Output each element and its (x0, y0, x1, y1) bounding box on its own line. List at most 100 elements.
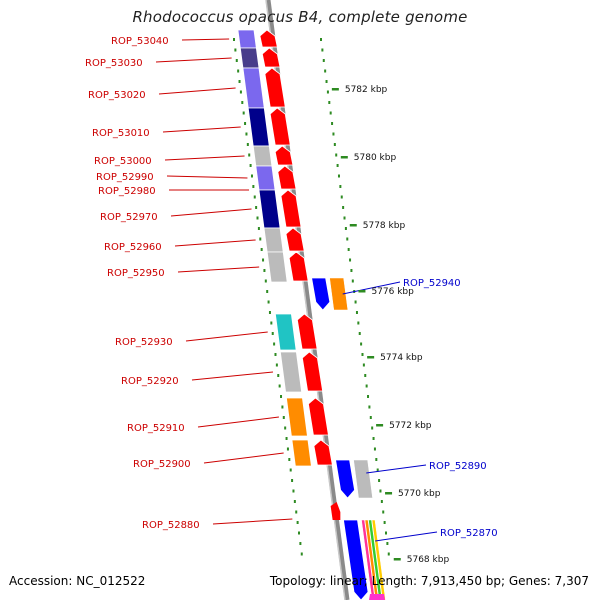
forward-gene-arrow (285, 227, 305, 252)
left-guide-dot (260, 248, 263, 251)
right-guide-dot (349, 258, 352, 262)
left-guide-dot (285, 437, 288, 440)
left-guide-dot (263, 269, 266, 272)
gene-label-rop-52890: ROP_52890 (429, 461, 487, 472)
gene-block-rop-53040 (237, 29, 257, 49)
right-guide-dot (375, 458, 378, 461)
right-guide-dot (332, 132, 335, 136)
gene-label-rop-52950: ROP_52950 (107, 268, 165, 279)
scale-tick (358, 290, 366, 293)
left-guide-dot (291, 479, 294, 482)
right-guide-dot (368, 405, 371, 409)
gene-leader-line (366, 464, 427, 474)
left-guide-dot (250, 174, 253, 178)
scale-tick (393, 558, 401, 561)
right-guide-dot (321, 48, 324, 52)
right-guide-dot (347, 248, 350, 251)
reverse-gene-arrow (343, 519, 369, 600)
forward-gene-arrow (277, 165, 297, 190)
gene-label-rop-53040: ROP_53040 (111, 36, 169, 47)
scale-label-4: 5774 kbp (380, 353, 423, 363)
left-guide-dot (273, 342, 276, 346)
right-guide-dot (378, 479, 381, 482)
left-guide-dot (295, 510, 298, 514)
left-guide-dot (235, 59, 238, 62)
gene-block-rop-52960 (263, 227, 284, 253)
left-guide-dot (233, 38, 236, 41)
left-guide-dot (234, 48, 237, 52)
gene-block-rop-52990 (255, 165, 276, 191)
gene-block-rop-53010 (247, 107, 270, 147)
gene-label-rop-53000: ROP_53000 (94, 156, 152, 167)
left-guide-dot (268, 311, 271, 314)
gene-block-right (361, 519, 376, 600)
forward-gene-arrow (264, 67, 286, 108)
gene-label-rop-52920: ROP_52920 (121, 376, 179, 387)
left-guide-dot (252, 185, 255, 188)
forward-gene-arrow (259, 29, 278, 48)
left-guide-dot (257, 227, 260, 230)
gene-block-rop-52950 (266, 251, 288, 283)
left-guide-dot (253, 195, 256, 199)
left-guide-dot (293, 500, 296, 503)
forward-gene-arrow (269, 107, 291, 146)
left-guide-dot (300, 552, 303, 556)
right-guide-dot (342, 206, 345, 209)
reverse-gene-arrow (335, 459, 356, 499)
gene-leader-line (174, 239, 256, 247)
right-guide-dot (380, 500, 383, 503)
right-guide-dot (350, 269, 353, 272)
forward-gene-arrow (307, 397, 329, 436)
right-guide-dot (369, 416, 372, 419)
right-guide-dot (335, 153, 338, 157)
right-guide-dot (326, 90, 329, 94)
right-guide-dot (337, 174, 340, 178)
left-guide-dot (239, 90, 242, 94)
gene-label-rop-52990: ROP_52990 (96, 172, 154, 183)
left-guide-dot (266, 290, 269, 293)
right-guide-dot (328, 101, 331, 104)
gene-leader-line (197, 416, 279, 428)
right-guide-dot (372, 437, 375, 440)
right-guide-dot (376, 468, 379, 472)
left-guide-dot (249, 164, 252, 167)
gene-block-partial (369, 594, 385, 600)
left-guide-dot (297, 531, 300, 535)
right-guide-dot (344, 227, 347, 230)
gene-leader-line (203, 452, 284, 464)
left-guide-dot (245, 132, 248, 136)
right-guide-dot (346, 237, 349, 241)
right-guide-dot (320, 38, 323, 41)
left-guide-dot (281, 405, 284, 409)
scale-tick (340, 156, 348, 159)
genome-summary-text: Topology: linear; Length: 7,913,450 bp; … (269, 574, 589, 588)
forward-gene-arrow (301, 351, 324, 392)
gene-leader-line (162, 126, 241, 133)
gene-block-right (364, 519, 379, 600)
gene-block-rop-53020 (242, 67, 265, 109)
tick-dots-layer (233, 38, 390, 556)
right-guide-dot (362, 363, 365, 367)
forward-gene-arrow (280, 189, 302, 228)
gene-labels-layer: ROP_53040 ROP_53030 ROP_53020 ROP_53010 ROP_… (85, 36, 498, 542)
right-guide-dot (336, 164, 339, 167)
gene-leader-line (166, 175, 248, 179)
gene-leader-line (155, 57, 232, 63)
gene-block-rop-52920 (279, 351, 303, 393)
gene-block-rop-52910 (285, 397, 308, 437)
forward-gene-arrow (313, 439, 333, 466)
gene-leader-line (177, 266, 260, 273)
left-guide-dot (284, 426, 287, 430)
gene-leader-line (212, 518, 293, 525)
gene-block-rop-52970 (258, 189, 281, 229)
gene-label-rop-52940: ROP_52940 (403, 278, 461, 289)
gene-label-rop-52930: ROP_52930 (115, 337, 173, 348)
gene-leader-line (375, 531, 438, 542)
left-guide-dot (275, 363, 278, 367)
gene-label-rop-52870: ROP_52870 (440, 528, 498, 539)
left-guide-dot (246, 143, 249, 146)
left-guide-dot (270, 321, 273, 325)
gene-block-right (368, 519, 383, 600)
gene-leader-line (185, 331, 268, 342)
